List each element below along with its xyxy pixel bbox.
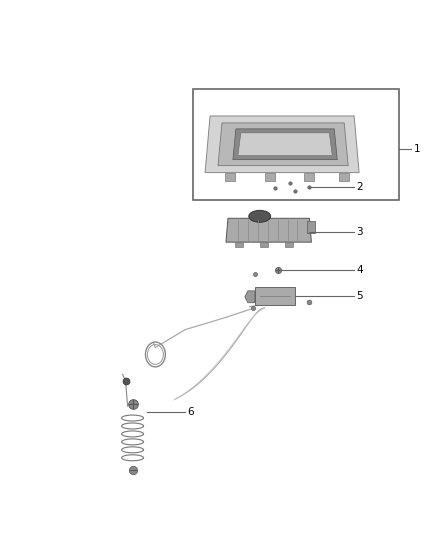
Bar <box>260 242 268 247</box>
Polygon shape <box>205 116 359 173</box>
Bar <box>225 173 235 181</box>
Text: 6: 6 <box>187 407 194 417</box>
Bar <box>265 173 275 181</box>
Polygon shape <box>233 129 337 160</box>
Text: 1: 1 <box>414 144 420 154</box>
Text: 5: 5 <box>356 291 363 301</box>
Polygon shape <box>238 133 332 156</box>
Polygon shape <box>226 219 311 242</box>
Polygon shape <box>218 123 348 166</box>
Bar <box>193 89 399 200</box>
Text: 2: 2 <box>356 182 363 191</box>
Bar <box>235 242 243 247</box>
Bar <box>285 242 293 247</box>
Bar <box>304 173 314 181</box>
Bar <box>255 287 294 305</box>
Polygon shape <box>245 291 255 303</box>
Text: 4: 4 <box>356 265 363 275</box>
Bar <box>339 173 349 181</box>
Bar <box>307 221 315 233</box>
Ellipse shape <box>249 211 271 222</box>
Text: 3: 3 <box>356 227 363 237</box>
